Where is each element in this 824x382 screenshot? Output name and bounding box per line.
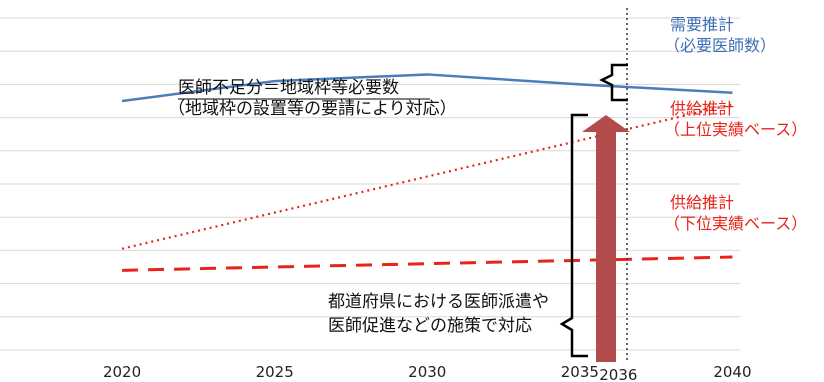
shortage-annotation-line1: 医師不足分＝地域枠等必要数	[178, 78, 399, 98]
series-line-0	[121, 73, 733, 103]
supply-upper-series-label: 供給推計 （上位実績ベース）	[664, 98, 807, 140]
measures-annotation: 都道府県における医師派遣や 医師促進などの施策で対応	[328, 290, 549, 338]
demand-label-line2: （必要医師数）	[664, 36, 777, 55]
supply-upper-label-line1: 供給推計	[670, 99, 735, 118]
shortage-annotation-line2: （地域枠の設置等の要請により対応）	[168, 99, 457, 119]
measures-annotation-line1: 都道府県における医師派遣や	[328, 292, 549, 312]
demand-series-label: 需要推計 （必要医師数）	[664, 14, 776, 56]
supply-lower-label-line2: （下位実績ベース）	[664, 214, 808, 233]
annotations	[178, 8, 630, 362]
x-tick-label: 2030	[408, 363, 446, 381]
x-tick-label: 2035	[561, 363, 599, 381]
shortage-brace	[599, 63, 628, 102]
demand-label-line1: 需要推計	[670, 15, 735, 34]
supply-upper-label-line2: （上位実績ベース）	[664, 120, 808, 139]
x-tick-label: 2025	[256, 363, 294, 381]
measures-annotation-line2: 医師促進などの施策で対応	[328, 316, 532, 336]
shortage-annotation: 医師不足分＝地域枠等必要数 （地域枠の設置等の要請により対応）	[168, 78, 457, 120]
supply-lower-label-line1: 供給推計	[670, 193, 735, 212]
gridlines	[0, 17, 740, 351]
supply-lower-series-label: 供給推計 （下位実績ベース）	[664, 192, 807, 234]
supply-gap-arrow	[582, 115, 630, 362]
x-tick-label: 2040	[713, 363, 751, 381]
x-axis-ticks: 2020 2025 2030 2035 2040 2036	[103, 363, 752, 382]
x-tick-label: 2020	[103, 363, 141, 381]
measures-brace	[559, 113, 588, 358]
series-lines	[121, 73, 733, 272]
marker-2036-label: 2036	[599, 366, 637, 382]
series-line-1	[121, 103, 733, 250]
series-line-2	[122, 255, 733, 272]
